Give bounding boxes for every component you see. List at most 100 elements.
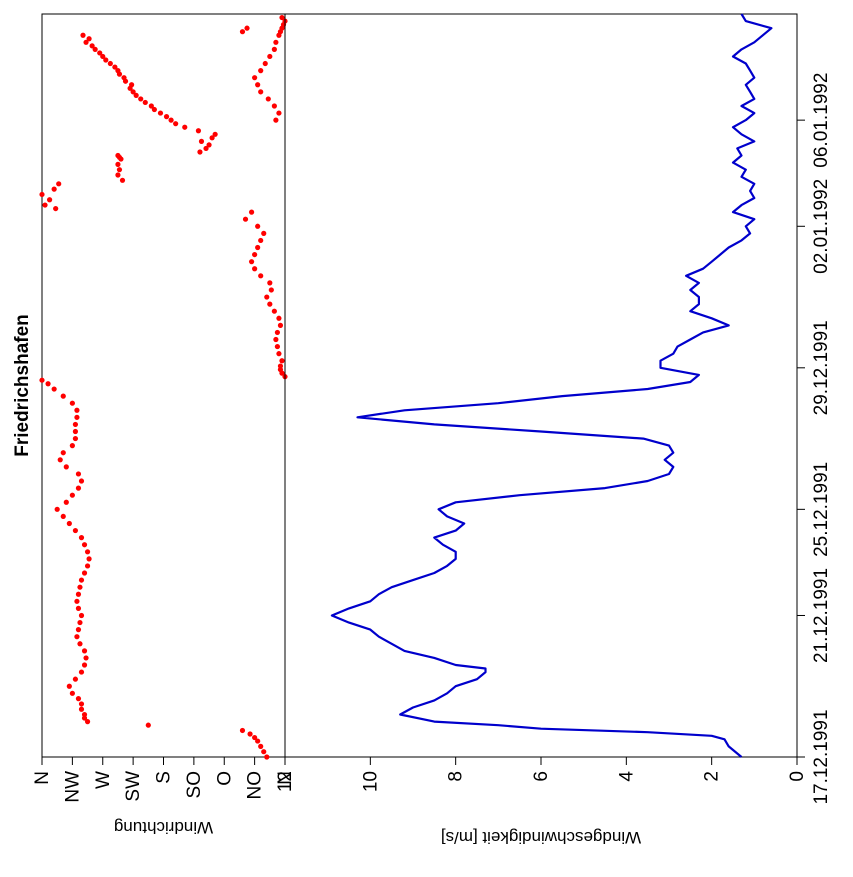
wind-direction-point (255, 244, 261, 251)
wind-direction-point (198, 138, 205, 144)
wind-direction-point (264, 754, 270, 760)
speed-tick-label: 0 (787, 771, 808, 782)
wind-direction-point (78, 701, 85, 707)
wind-direction-point (63, 464, 69, 470)
wind-direction-point (75, 605, 82, 611)
wind-direction-point (77, 619, 83, 626)
wind-direction-point (244, 25, 250, 31)
wind-direction-point (277, 363, 284, 369)
wind-direction-point (69, 443, 75, 449)
date-tick-label: 17.12.1991 (811, 709, 832, 804)
wind-direction-point (54, 506, 60, 512)
wind-direction-point (78, 577, 85, 583)
wind-direction-point (138, 96, 144, 102)
wind-direction-point (255, 223, 261, 229)
wind-direction-point (157, 110, 164, 116)
direction-tick-label: S (154, 771, 175, 784)
wind-direction-point (203, 145, 209, 152)
wind-direction-point (51, 386, 57, 392)
wind-direction-point (273, 39, 279, 45)
wind-direction-point (276, 110, 282, 116)
wind-direction-point (279, 358, 285, 364)
wind-direction-point (80, 32, 86, 38)
wind-direction-point (119, 177, 126, 183)
wind-direction-panel: N NO O SO S SW W NW N (32, 13, 296, 803)
wind-direction-point (271, 46, 277, 52)
wind-direction-point (72, 435, 79, 442)
wind-direction-point (262, 60, 268, 67)
wind-direction-point (66, 683, 72, 689)
wind-direction-point (268, 287, 274, 293)
date-tick-label: 29.12.1991 (811, 320, 832, 415)
speed-tick-label: 8 (446, 771, 467, 782)
wind-direction-point (133, 92, 139, 98)
wind-direction-point (130, 89, 136, 95)
wind-direction-point (252, 734, 258, 741)
wind-direction-point (148, 103, 154, 109)
wind-direction-point (112, 64, 118, 70)
wind-direction-point (81, 648, 88, 654)
wind-direction-point (78, 706, 85, 712)
wind-direction-point (258, 68, 264, 74)
wind-direction-point (129, 82, 135, 88)
wind-direction-point (142, 99, 148, 106)
wind-direction-point (258, 237, 264, 244)
direction-tick-label: O (214, 771, 235, 786)
wind-speed-axis-label: Windgeschwindigkeit [m/s] (441, 828, 641, 847)
wind-direction-point (51, 186, 57, 192)
wind-direction-point (274, 329, 281, 336)
wind-direction-point (78, 478, 85, 484)
wind-direction-point (274, 343, 281, 350)
wind-direction-point (277, 322, 284, 328)
wind-direction-point (69, 690, 75, 696)
wind-direction-point (97, 50, 103, 56)
speed-tick-label: 6 (531, 771, 552, 782)
wind-direction-point (115, 172, 121, 178)
wind-direction-point (69, 492, 75, 498)
wind-direction-point (255, 738, 261, 744)
wind-direction-point (173, 121, 179, 127)
wind-direction-point (273, 336, 279, 343)
wind-direction-point (89, 43, 95, 49)
wind-direction-point (212, 131, 218, 137)
wind-direction-point (242, 216, 249, 222)
wind-direction-point (60, 513, 66, 520)
wind-direction-point (53, 205, 59, 212)
wind-direction-point (39, 191, 45, 198)
wind-direction-point (74, 598, 80, 604)
wind-direction-point (81, 711, 88, 718)
wind-direction-point (168, 117, 174, 123)
wind-speed-plot-frame (284, 13, 798, 758)
wind-direction-point (74, 407, 80, 413)
wind-direction-point (258, 89, 264, 95)
direction-tick-label: N (275, 771, 296, 785)
date-tick-label: 21.12.1991 (811, 568, 832, 663)
wind-direction-point (276, 351, 282, 357)
wind-speed-panel: 0 2 4 6 8 10 12 17.12.1991 21.12.1991 25.12.1991 2… (275, 13, 832, 805)
wind-direction-point (271, 308, 277, 314)
wind-direction-point (279, 14, 285, 21)
speed-tick-label: 10 (360, 771, 381, 792)
wind-direction-point (81, 662, 88, 668)
wind-direction-point (209, 135, 215, 141)
wind-direction-point (74, 634, 80, 640)
rotated-plot-group: N NO O SO S SW W NW N 0 2 4 6 8 10 12 17.12.1991 21.12.1… (12, 13, 832, 847)
wind-direction-point (271, 103, 277, 109)
wind-direction-point (84, 549, 91, 555)
wind-direction-point (258, 743, 264, 749)
wind-direction-point (84, 563, 91, 569)
wind-direction-point (75, 696, 82, 702)
speed-tick-label: 12 (275, 771, 296, 792)
wind-direction-point (81, 570, 88, 576)
wind-direction-point (74, 414, 80, 420)
direction-tick-label: SW (123, 771, 144, 802)
wind-direction-point (83, 39, 89, 45)
wind-direction-point (60, 450, 66, 456)
direction-tick-label: SO (184, 771, 205, 798)
wind-direction-point (258, 273, 264, 279)
direction-tick-label: W (93, 771, 114, 789)
wind-direction-point (255, 82, 261, 88)
wind-direction-point (121, 75, 127, 81)
wind-direction-point (77, 584, 83, 590)
wind-direction-point (115, 152, 121, 159)
